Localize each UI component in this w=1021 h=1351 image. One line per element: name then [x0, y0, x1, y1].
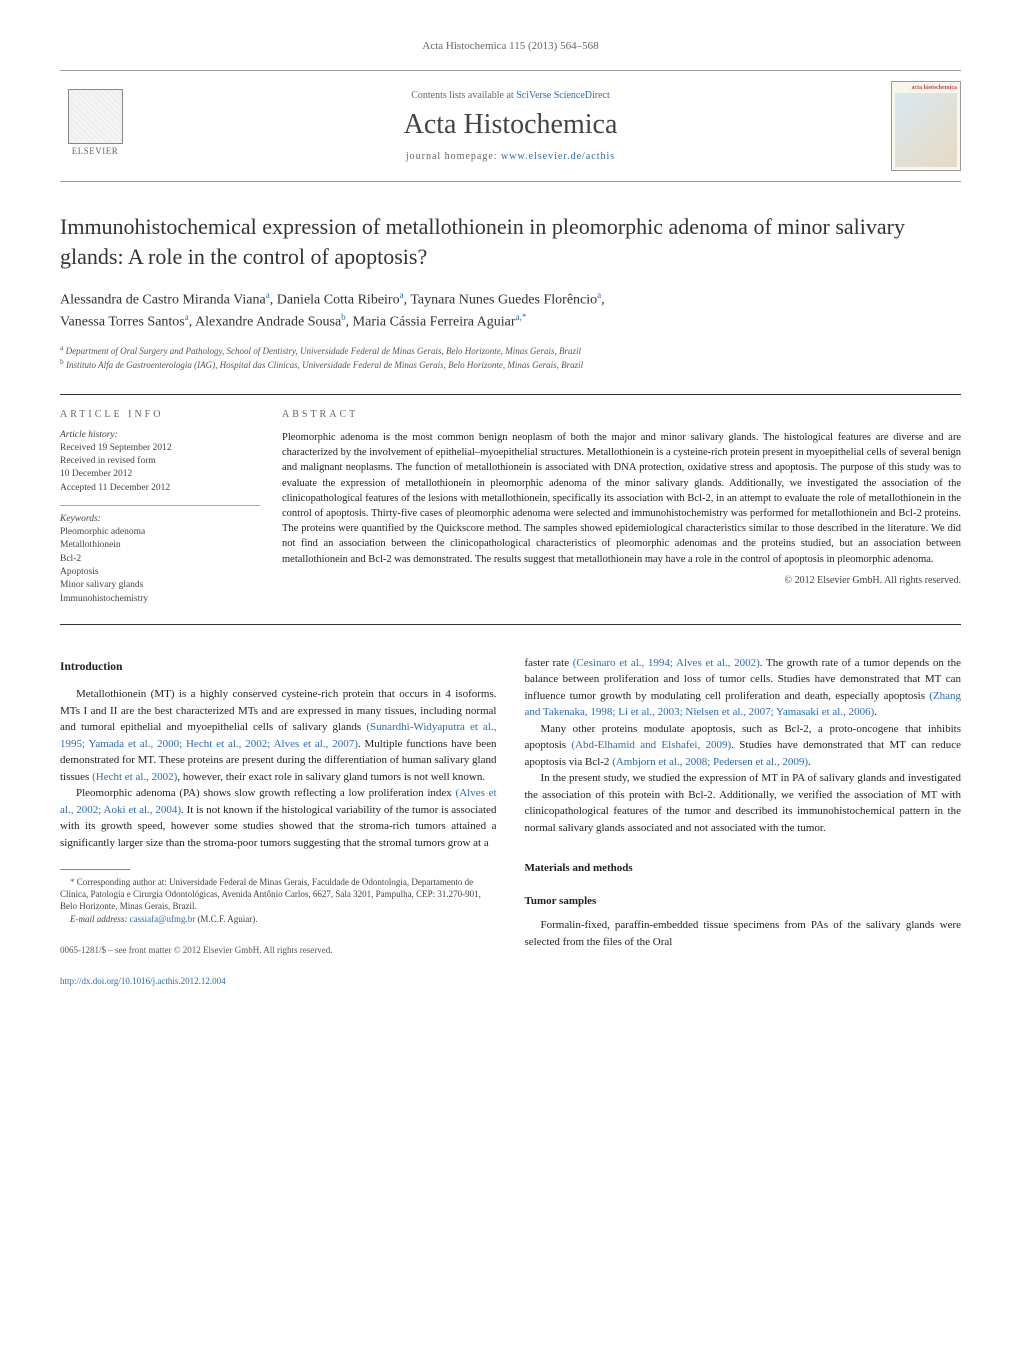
author-1: Alessandra de Castro Miranda Viana: [60, 293, 266, 308]
tumor-samples-p1: Formalin-fixed, paraffin-embedded tissue…: [525, 917, 962, 950]
header-center: Contents lists available at SciVerse Sci…: [130, 90, 891, 162]
col2-p2c: .: [808, 756, 811, 768]
col2-p2: Many other proteins modulate apoptosis, …: [525, 721, 962, 771]
abstract-column: ABSTRACT Pleomorphic adenoma is the most…: [282, 409, 961, 606]
email-footnote: E-mail address: cassiafa@ufmg.br (M.C.F.…: [60, 913, 497, 925]
journal-title: Acta Histochemica: [130, 109, 891, 141]
kw-0: Pleomorphic adenoma: [60, 526, 260, 539]
intro-p1: Metallothionein (MT) is a highly conserv…: [60, 686, 497, 785]
authors-list: Alessandra de Castro Miranda Viana a , Dan…: [60, 289, 961, 332]
revised-line: Received in revised form: [60, 455, 260, 468]
cover-image-icon: [895, 93, 957, 167]
tumor-samples-heading: Tumor samples: [525, 893, 962, 910]
footnote-corr-text: Corresponding author at: Universidade Fe…: [60, 877, 481, 911]
contents-prefix: Contents lists available at: [411, 90, 516, 101]
col2-p3: In the present study, we studied the exp…: [525, 770, 962, 836]
email-link[interactable]: cassiafa@ufmg.br: [130, 914, 196, 924]
footnote-separator: [60, 869, 130, 870]
accepted-line: Accepted 11 December 2012: [60, 482, 260, 495]
sciencedirect-link[interactable]: SciVerse ScienceDirect: [516, 90, 610, 101]
left-column: Introduction Metallothionein (MT) is a h…: [60, 655, 497, 988]
cite-7[interactable]: (Ambjorn et al., 2008; Pedersen et al., …: [612, 756, 808, 768]
elsevier-tree-icon: [68, 89, 123, 144]
kw-4: Minor salivary glands: [60, 579, 260, 592]
footer-doi: http://dx.doi.org/10.1016/j.acthis.2012.…: [60, 976, 497, 988]
body-columns: Introduction Metallothionein (MT) is a h…: [60, 655, 961, 988]
contents-line: Contents lists available at SciVerse Sci…: [130, 90, 891, 101]
received-line: Received 19 September 2012: [60, 442, 260, 455]
intro-p2: Pleomorphic adenoma (PA) shows slow grow…: [60, 785, 497, 851]
revised-date-line: 10 December 2012: [60, 468, 260, 481]
kw-3: Apoptosis: [60, 566, 260, 579]
footer-issn: 0065-1281/$ – see front matter © 2012 El…: [60, 945, 497, 957]
corresponding-star: *: [522, 312, 527, 322]
abstract-heading: ABSTRACT: [282, 409, 961, 420]
right-column: faster rate (Cesinaro et al., 1994; Alve…: [525, 655, 962, 988]
keywords-head: Keywords:: [60, 514, 260, 524]
homepage-link[interactable]: www.elsevier.de/acthis: [501, 151, 615, 162]
doi-link[interactable]: http://dx.doi.org/10.1016/j.acthis.2012.…: [60, 976, 226, 986]
author-4: Vanessa Torres Santos: [60, 315, 185, 330]
history-head: Article history:: [60, 430, 260, 440]
journal-cover-thumbnail: acta histochemica: [891, 81, 961, 171]
materials-methods-heading: Materials and methods: [525, 860, 962, 877]
author-3: , Taynara Nunes Guedes Florêncio: [404, 293, 598, 308]
kw-1: Metallothionein: [60, 539, 260, 552]
homepage-prefix: journal homepage:: [406, 151, 501, 162]
elsevier-label: ELSEVIER: [72, 146, 119, 156]
intro-p1c: , however, their exact role in salivary …: [177, 771, 485, 783]
cite-2[interactable]: (Hecht et al., 2002): [92, 771, 177, 783]
affil-a-text: Department of Oral Surgery and Pathology…: [66, 346, 581, 356]
cite-6[interactable]: (Abd-Elhamid and Elshafei, 2009): [571, 739, 731, 751]
kw-5: Immunohistochemistry: [60, 593, 260, 606]
col2-p1: faster rate (Cesinaro et al., 1994; Alve…: [525, 655, 962, 721]
article-title: Immunohistochemical expression of metall…: [60, 212, 961, 271]
col2-p1c: .: [874, 706, 877, 718]
email-suffix: (M.C.F. Aguiar).: [195, 914, 257, 924]
info-abstract-row: ARTICLE INFO Article history: Received 1…: [60, 394, 961, 625]
introduction-heading: Introduction: [60, 659, 497, 676]
affil-b: b Instituto Alfa de Gastroenterologia (I…: [60, 357, 961, 372]
affil-a: a Department of Oral Surgery and Patholo…: [60, 343, 961, 358]
email-label: E-mail address:: [70, 914, 130, 924]
author-6: , Maria Cássia Ferreira Aguiar: [346, 315, 516, 330]
author-5: , Alexandre Andrade Sousa: [189, 315, 341, 330]
cite-4[interactable]: (Cesinaro et al., 1994; Alves et al., 20…: [573, 657, 760, 669]
author-2: , Daniela Cotta Ribeiro: [270, 293, 400, 308]
journal-header: ELSEVIER Contents lists available at Sci…: [60, 70, 961, 182]
affil-b-text: Instituto Alfa de Gastroenterologia (IAG…: [66, 360, 583, 370]
intro-p2a: Pleomorphic adenoma (PA) shows slow grow…: [76, 787, 456, 799]
kw-2: Bcl-2: [60, 553, 260, 566]
cover-title: acta histochemica: [895, 85, 957, 91]
col2-p1a: faster rate: [525, 657, 573, 669]
article-info-heading: ARTICLE INFO: [60, 409, 260, 420]
corresponding-footnote: * Corresponding author at: Universidade …: [60, 876, 497, 912]
abstract-copyright: © 2012 Elsevier GmbH. All rights reserve…: [282, 575, 961, 586]
elsevier-logo: ELSEVIER: [60, 89, 130, 164]
history-block: Article history: Received 19 September 2…: [60, 430, 260, 506]
journal-reference: Acta Histochemica 115 (2013) 564–568: [60, 40, 961, 52]
article-info-column: ARTICLE INFO Article history: Received 1…: [60, 409, 260, 606]
affiliations: a Department of Oral Surgery and Patholo…: [60, 343, 961, 372]
homepage-line: journal homepage: www.elsevier.de/acthis: [130, 151, 891, 162]
author-3-affil: a: [597, 290, 601, 300]
abstract-text: Pleomorphic adenoma is the most common b…: [282, 430, 961, 567]
